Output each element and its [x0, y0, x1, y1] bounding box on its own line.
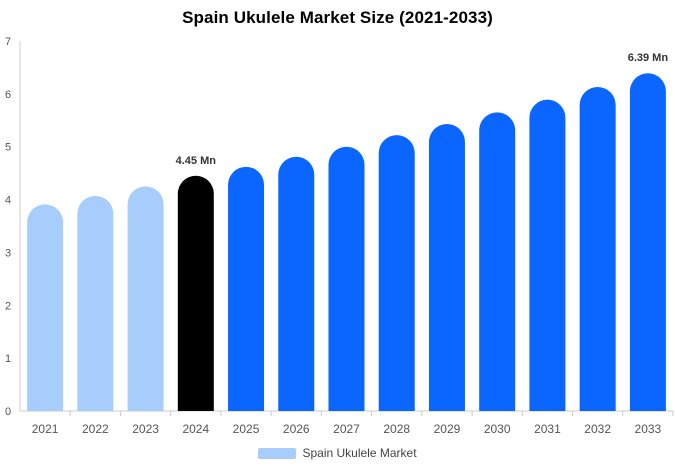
y-tick-label: 1: [5, 353, 11, 365]
bar: [177, 175, 214, 411]
legend-swatch: [258, 447, 297, 459]
bar: [428, 123, 465, 411]
x-tick-label: 2026: [283, 422, 310, 436]
x-tick-label: 2024: [182, 422, 209, 436]
bar: [127, 186, 164, 411]
x-tick-label: 2032: [584, 422, 611, 436]
y-tick-label: 5: [5, 142, 11, 154]
x-tick-label: 2021: [32, 422, 59, 436]
data-label: 4.45 Mn: [176, 155, 217, 167]
x-tick-label: 2029: [434, 422, 461, 436]
x-tick-label: 2030: [484, 422, 511, 436]
x-tick-label: 2028: [383, 422, 410, 436]
bar: [328, 146, 365, 411]
y-tick-label: 7: [5, 36, 11, 48]
x-tick-label: 2033: [635, 422, 662, 436]
bar: [77, 195, 114, 411]
y-tick-label: 4: [5, 195, 11, 207]
x-tick-label: 2027: [333, 422, 360, 436]
bar: [629, 73, 666, 411]
legend-label: Spain Ukulele Market: [302, 446, 417, 460]
y-tick-label: 2: [5, 300, 11, 312]
bar: [228, 166, 265, 411]
bar: [579, 86, 616, 411]
legend[interactable]: Spain Ukulele Market: [0, 446, 675, 460]
chart-title: Spain Ukulele Market Size (2021-2033): [182, 8, 493, 27]
x-tick-label: 2023: [132, 422, 159, 436]
y-tick-label: 0: [5, 406, 11, 418]
y-tick-label: 3: [5, 247, 11, 259]
x-tick-label: 2025: [233, 422, 260, 436]
x-tick-label: 2031: [534, 422, 561, 436]
bar: [278, 156, 315, 411]
bar: [378, 135, 415, 412]
x-tick-label: 2022: [82, 422, 109, 436]
bar: [529, 99, 566, 412]
bar: [27, 204, 64, 411]
bar: [479, 112, 516, 412]
data-label: 6.39 Mn: [628, 52, 669, 64]
y-tick-label: 6: [5, 89, 11, 101]
